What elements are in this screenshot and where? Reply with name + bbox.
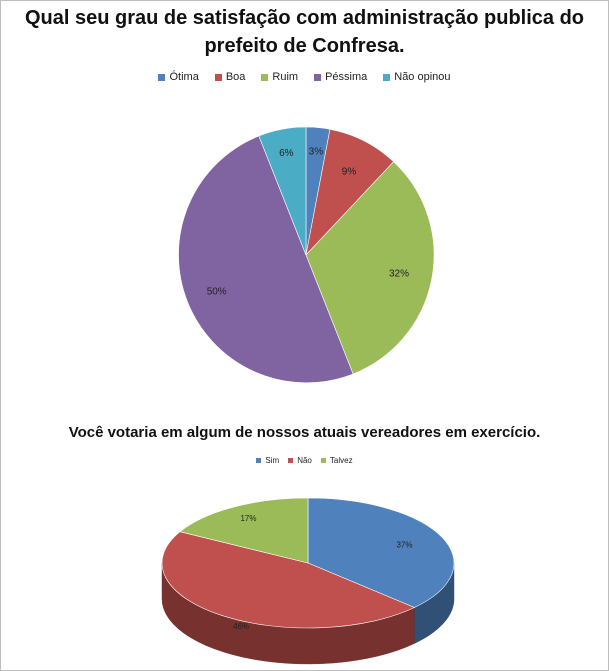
chart1-data-label-boa: 9% bbox=[342, 167, 357, 178]
chart2-data-label-nao: 46% bbox=[233, 622, 249, 631]
chart2-legend: Sim Não Talvez bbox=[0, 456, 609, 465]
chart1-legend-item-ruim: Ruim bbox=[261, 71, 298, 83]
chart1-legend-label-nao-opinou: Não opinou bbox=[394, 71, 451, 83]
chart1-data-label-otima: 3% bbox=[309, 147, 324, 158]
chart1-legend-swatch-otima bbox=[158, 73, 166, 81]
chart2-legend-item-talvez: Talvez bbox=[320, 456, 353, 465]
chart1-title-line1: Qual seu grau de satisfação com administ… bbox=[24, 7, 585, 29]
chart2-data-label-talvez: 17% bbox=[240, 514, 256, 523]
chart1-data-label-ruim: 32% bbox=[389, 269, 409, 280]
chart1-data-label-pessima: 50% bbox=[207, 286, 227, 297]
chart1-legend-item-boa: Boa bbox=[214, 71, 246, 83]
chart1-slice-pessima bbox=[178, 135, 354, 384]
chart1-title-line2: prefeito de Confresa. bbox=[204, 35, 405, 57]
chart1-legend-item-otima: Ótima bbox=[158, 71, 199, 83]
chart1-legend-item-pessima: Péssima bbox=[314, 71, 367, 83]
chart2-slice-nao bbox=[161, 531, 416, 629]
chart1-legend-label-ruim: Ruim bbox=[272, 71, 299, 83]
chart1-slice-nao-opinou bbox=[258, 126, 307, 256]
chart2-legend-swatch-talvez bbox=[320, 458, 326, 463]
chart1-legend-label-pessima: Péssima bbox=[325, 71, 368, 83]
chart2-legend-swatch-nao bbox=[288, 458, 294, 463]
chart2-legend-item-nao: Não bbox=[288, 456, 312, 465]
chart2-slice-talvez bbox=[179, 497, 309, 564]
chart2-legend-label-nao: Não bbox=[297, 456, 312, 465]
chart1-data-label-nao-opinou: 6% bbox=[279, 148, 294, 159]
chart1-legend: Ótima Boa Ruim Péssima Não opinou bbox=[0, 71, 609, 83]
chart2-slice-sim bbox=[307, 497, 455, 608]
chart1-legend-item-nao-opinou: Não opinou bbox=[383, 71, 451, 83]
chart1-slice-ruim bbox=[305, 161, 435, 375]
chart2-legend-swatch-sim bbox=[256, 458, 262, 463]
chart1-legend-swatch-ruim bbox=[261, 73, 269, 81]
chart2-legend-label-sim: Sim bbox=[265, 456, 280, 465]
chart2-legend-item-sim: Sim bbox=[256, 456, 279, 465]
chart1-legend-label-otima: Ótima bbox=[169, 71, 199, 83]
chart1-legend-swatch-nao-opinou bbox=[383, 73, 391, 81]
chart1-legend-swatch-pessima bbox=[314, 73, 322, 81]
chart1-legend-swatch-boa bbox=[214, 73, 222, 81]
chart2-data-label-sim: 37% bbox=[396, 540, 412, 549]
chart2-legend-label-talvez: Talvez bbox=[329, 456, 353, 465]
chart1-title: Qual seu grau de satisfação com administ… bbox=[0, 4, 609, 60]
chart1-legend-label-boa: Boa bbox=[225, 71, 246, 83]
chart2-title: Você votaria em algum de nossos atuais v… bbox=[68, 424, 541, 441]
